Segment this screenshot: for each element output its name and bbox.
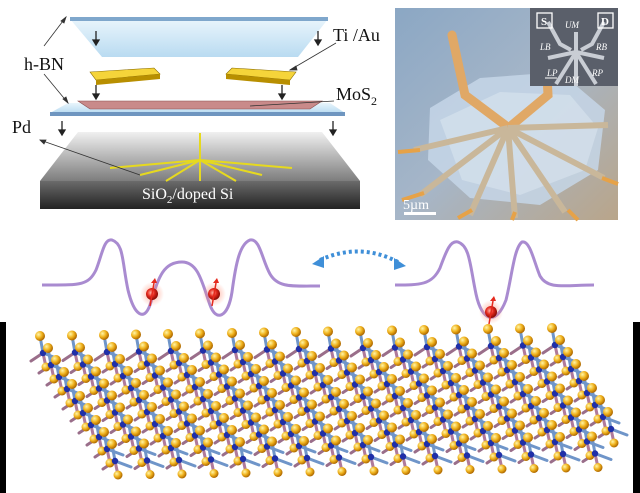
transition-arrow [312,249,406,270]
scale-bar [404,212,436,215]
electron-right [202,278,226,307]
bottom-hbn-edge [50,112,345,116]
inset-gate-rp: RP [591,68,603,78]
label-mos2: MoS2 [336,84,377,108]
inset-gate-lb: LB [539,42,551,52]
ti-au-contacts [89,67,297,85]
mos2-flake [77,100,323,110]
inset-gate-um: UM [565,20,579,30]
inset-source-label: S [541,16,547,28]
leader-lines [39,15,337,176]
top-hbn-layer [70,19,328,57]
pd-gate-lines [109,133,293,182]
assembly-arrows [57,31,338,137]
electron-single [479,296,503,325]
device-schematic: h-BN Ti /Au MoS2 Pd SiO2/doped Si [12,15,380,209]
label-substrate: SiO2/doped Si [142,186,234,206]
scale-bar-label: 5µm [403,198,429,213]
top-hbn-edge [70,17,328,21]
substrate-side [40,181,360,209]
inset-gate-rb: RB [595,42,607,52]
lattice-atoms [35,323,619,480]
label-ti-au: Ti /Au [333,25,380,45]
optical-micrograph: S D UM LB RB LP DM RP 5µm [395,8,619,222]
inset-gate-dm: DM [564,75,579,85]
inset-drain-label: D [601,16,609,28]
label-pd: Pd [12,117,31,137]
double-dot-potential [41,238,321,317]
gate-inset: S D UM LB RB LP DM RP [530,8,618,86]
potential-profiles [41,238,595,325]
mos2-lattice [29,323,629,480]
electron-left [140,278,164,307]
inset-gate-lp: LP [546,68,558,78]
label-hbn: h-BN [24,54,64,74]
